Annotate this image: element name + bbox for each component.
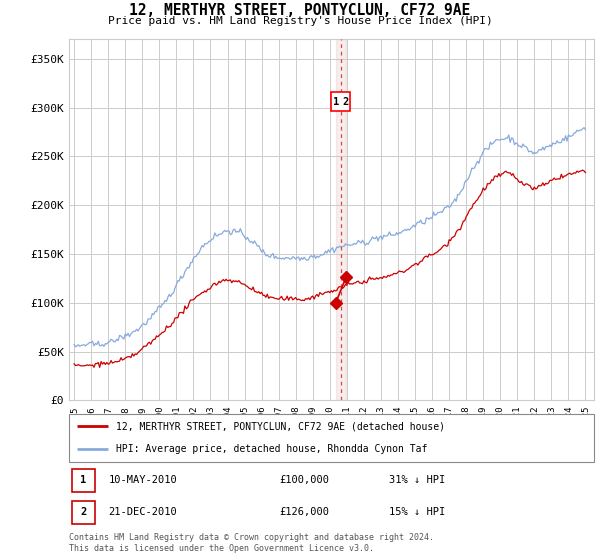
Text: 2: 2 <box>80 507 86 517</box>
Text: 31% ↓ HPI: 31% ↓ HPI <box>389 475 445 486</box>
Text: 2: 2 <box>343 97 349 106</box>
FancyBboxPatch shape <box>331 92 350 111</box>
Text: 10-MAY-2010: 10-MAY-2010 <box>109 475 177 486</box>
FancyBboxPatch shape <box>71 469 95 492</box>
Text: 1: 1 <box>333 97 339 106</box>
FancyBboxPatch shape <box>71 501 95 524</box>
Text: Price paid vs. HM Land Registry's House Price Index (HPI): Price paid vs. HM Land Registry's House … <box>107 16 493 26</box>
FancyBboxPatch shape <box>69 414 594 462</box>
Text: HPI: Average price, detached house, Rhondda Cynon Taf: HPI: Average price, detached house, Rhon… <box>116 444 428 454</box>
Text: 15% ↓ HPI: 15% ↓ HPI <box>389 507 445 517</box>
Text: £126,000: £126,000 <box>279 507 329 517</box>
Text: Contains HM Land Registry data © Crown copyright and database right 2024.
This d: Contains HM Land Registry data © Crown c… <box>69 533 434 553</box>
Text: 1: 1 <box>80 475 86 486</box>
Text: 21-DEC-2010: 21-DEC-2010 <box>109 507 177 517</box>
Text: 12, MERTHYR STREET, PONTYCLUN, CF72 9AE (detached house): 12, MERTHYR STREET, PONTYCLUN, CF72 9AE … <box>116 421 445 431</box>
Text: £100,000: £100,000 <box>279 475 329 486</box>
Bar <box>336 39 346 400</box>
Text: 12, MERTHYR STREET, PONTYCLUN, CF72 9AE: 12, MERTHYR STREET, PONTYCLUN, CF72 9AE <box>130 3 470 18</box>
